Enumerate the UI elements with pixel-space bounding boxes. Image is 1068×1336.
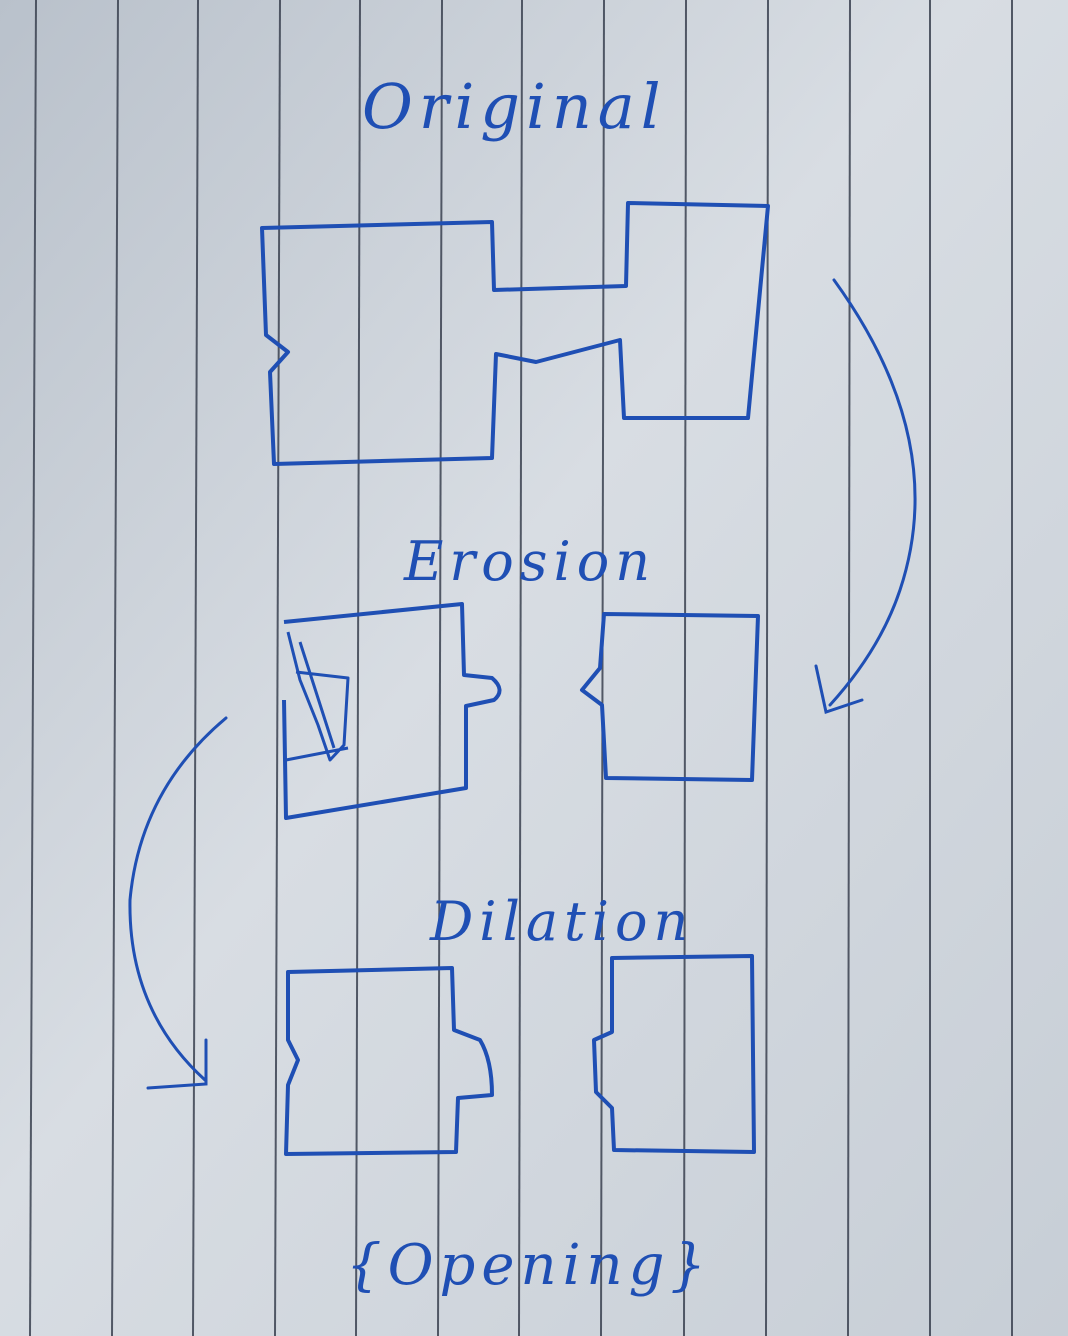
dilation-right-shape <box>592 954 756 1154</box>
arrow-original-to-erosion <box>814 278 917 714</box>
erosion-right-shape <box>580 612 760 782</box>
original-shape <box>260 201 770 466</box>
dilation-left-shape <box>284 966 494 1156</box>
erosion-notch <box>285 631 350 762</box>
arrow-erosion-to-dilation <box>128 716 228 1090</box>
label-erosion: Erosion <box>403 530 656 593</box>
label-original: Original <box>362 70 667 143</box>
erosion-left-shape <box>282 602 502 820</box>
label-dilation: Dilation <box>429 890 694 953</box>
label-opening: {Opening} <box>346 1233 712 1298</box>
